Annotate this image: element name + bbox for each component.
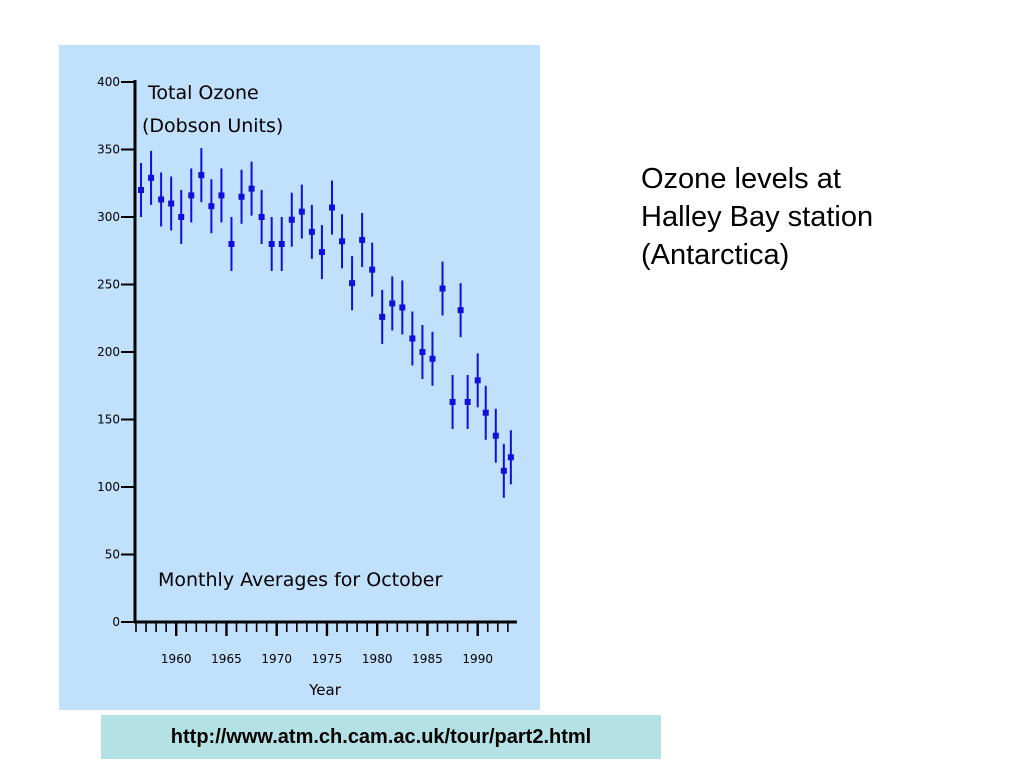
data-point: [359, 236, 366, 243]
chart-title-line-2: (Dobson Units): [142, 115, 283, 137]
y-tick-label: 150: [97, 413, 120, 427]
data-point: [399, 304, 406, 311]
data-point: [228, 241, 235, 247]
data-point: [409, 335, 416, 342]
data-point: [328, 204, 335, 211]
data-point: [349, 280, 356, 287]
data-point: [379, 313, 386, 320]
data-point: [507, 454, 514, 461]
data-point: [148, 174, 155, 181]
chart-title-line-1: Total Ozone: [147, 82, 259, 104]
chart-caption: Ozone levels at Halley Bay station (Anta…: [641, 160, 981, 274]
data-point: [369, 266, 376, 273]
data-point: [419, 349, 426, 355]
data-point: [158, 196, 165, 203]
axes: 0 50 100 150 200 250 300 350 400 1960 1965 1970 1975…: [97, 75, 517, 666]
data-point: [449, 398, 456, 405]
data-point: [278, 241, 285, 247]
x-tick-label: 1975: [312, 652, 343, 666]
data-point: [474, 377, 481, 384]
data-point: [500, 467, 507, 474]
data-point: [482, 409, 489, 416]
data-point: [258, 214, 265, 220]
y-tick-label: 250: [97, 278, 120, 292]
data-point: [178, 214, 185, 220]
y-tick-label: 0: [112, 615, 120, 629]
data-point: [168, 200, 175, 207]
y-tick-label: 50: [105, 548, 120, 562]
x-tick-label: 1965: [211, 652, 242, 666]
y-tick-label: 200: [97, 345, 120, 359]
x-tick-label: 1980: [362, 652, 393, 666]
caption-line-1: Ozone levels at: [641, 163, 841, 195]
x-tick-label: 1970: [261, 652, 292, 666]
data-point: [198, 172, 205, 179]
data-point: [268, 241, 275, 247]
data-points: [138, 148, 514, 498]
caption-line-3: (Antarctica): [641, 239, 790, 271]
y-tick-label: 100: [97, 480, 120, 494]
data-point: [318, 249, 325, 256]
data-point: [248, 185, 255, 192]
data-point: [339, 238, 346, 245]
ozone-chart: Total Ozone (Dobson Units) Monthly Avera…: [97, 75, 517, 699]
x-tick-label: 1985: [412, 652, 443, 666]
y-tick-label: 300: [97, 210, 120, 224]
source-url-link[interactable]: http://www.atm.ch.cam.ac.uk/tour/part2.h…: [101, 715, 661, 759]
data-point: [389, 300, 396, 307]
data-point: [138, 187, 145, 193]
x-axis-label: Year: [308, 681, 342, 699]
data-point: [464, 398, 471, 405]
data-point: [218, 192, 225, 199]
data-point: [238, 193, 245, 200]
data-point: [208, 203, 215, 210]
caption-line-2: Halley Bay station: [641, 201, 874, 233]
x-tick-label: 1990: [462, 652, 493, 666]
data-point: [492, 432, 499, 439]
data-point: [298, 208, 305, 215]
data-point: [188, 192, 195, 199]
y-tick-label: 400: [97, 75, 120, 89]
data-point: [457, 307, 464, 314]
x-tick-label: 1960: [161, 652, 192, 666]
y-tick-label: 350: [97, 143, 120, 157]
chart-annotation: Monthly Averages for October: [158, 569, 442, 591]
data-point: [288, 216, 295, 223]
data-point: [308, 228, 315, 235]
chart-panel: Total Ozone (Dobson Units) Monthly Avera…: [59, 45, 540, 710]
data-point: [429, 355, 436, 362]
data-point: [439, 285, 446, 292]
